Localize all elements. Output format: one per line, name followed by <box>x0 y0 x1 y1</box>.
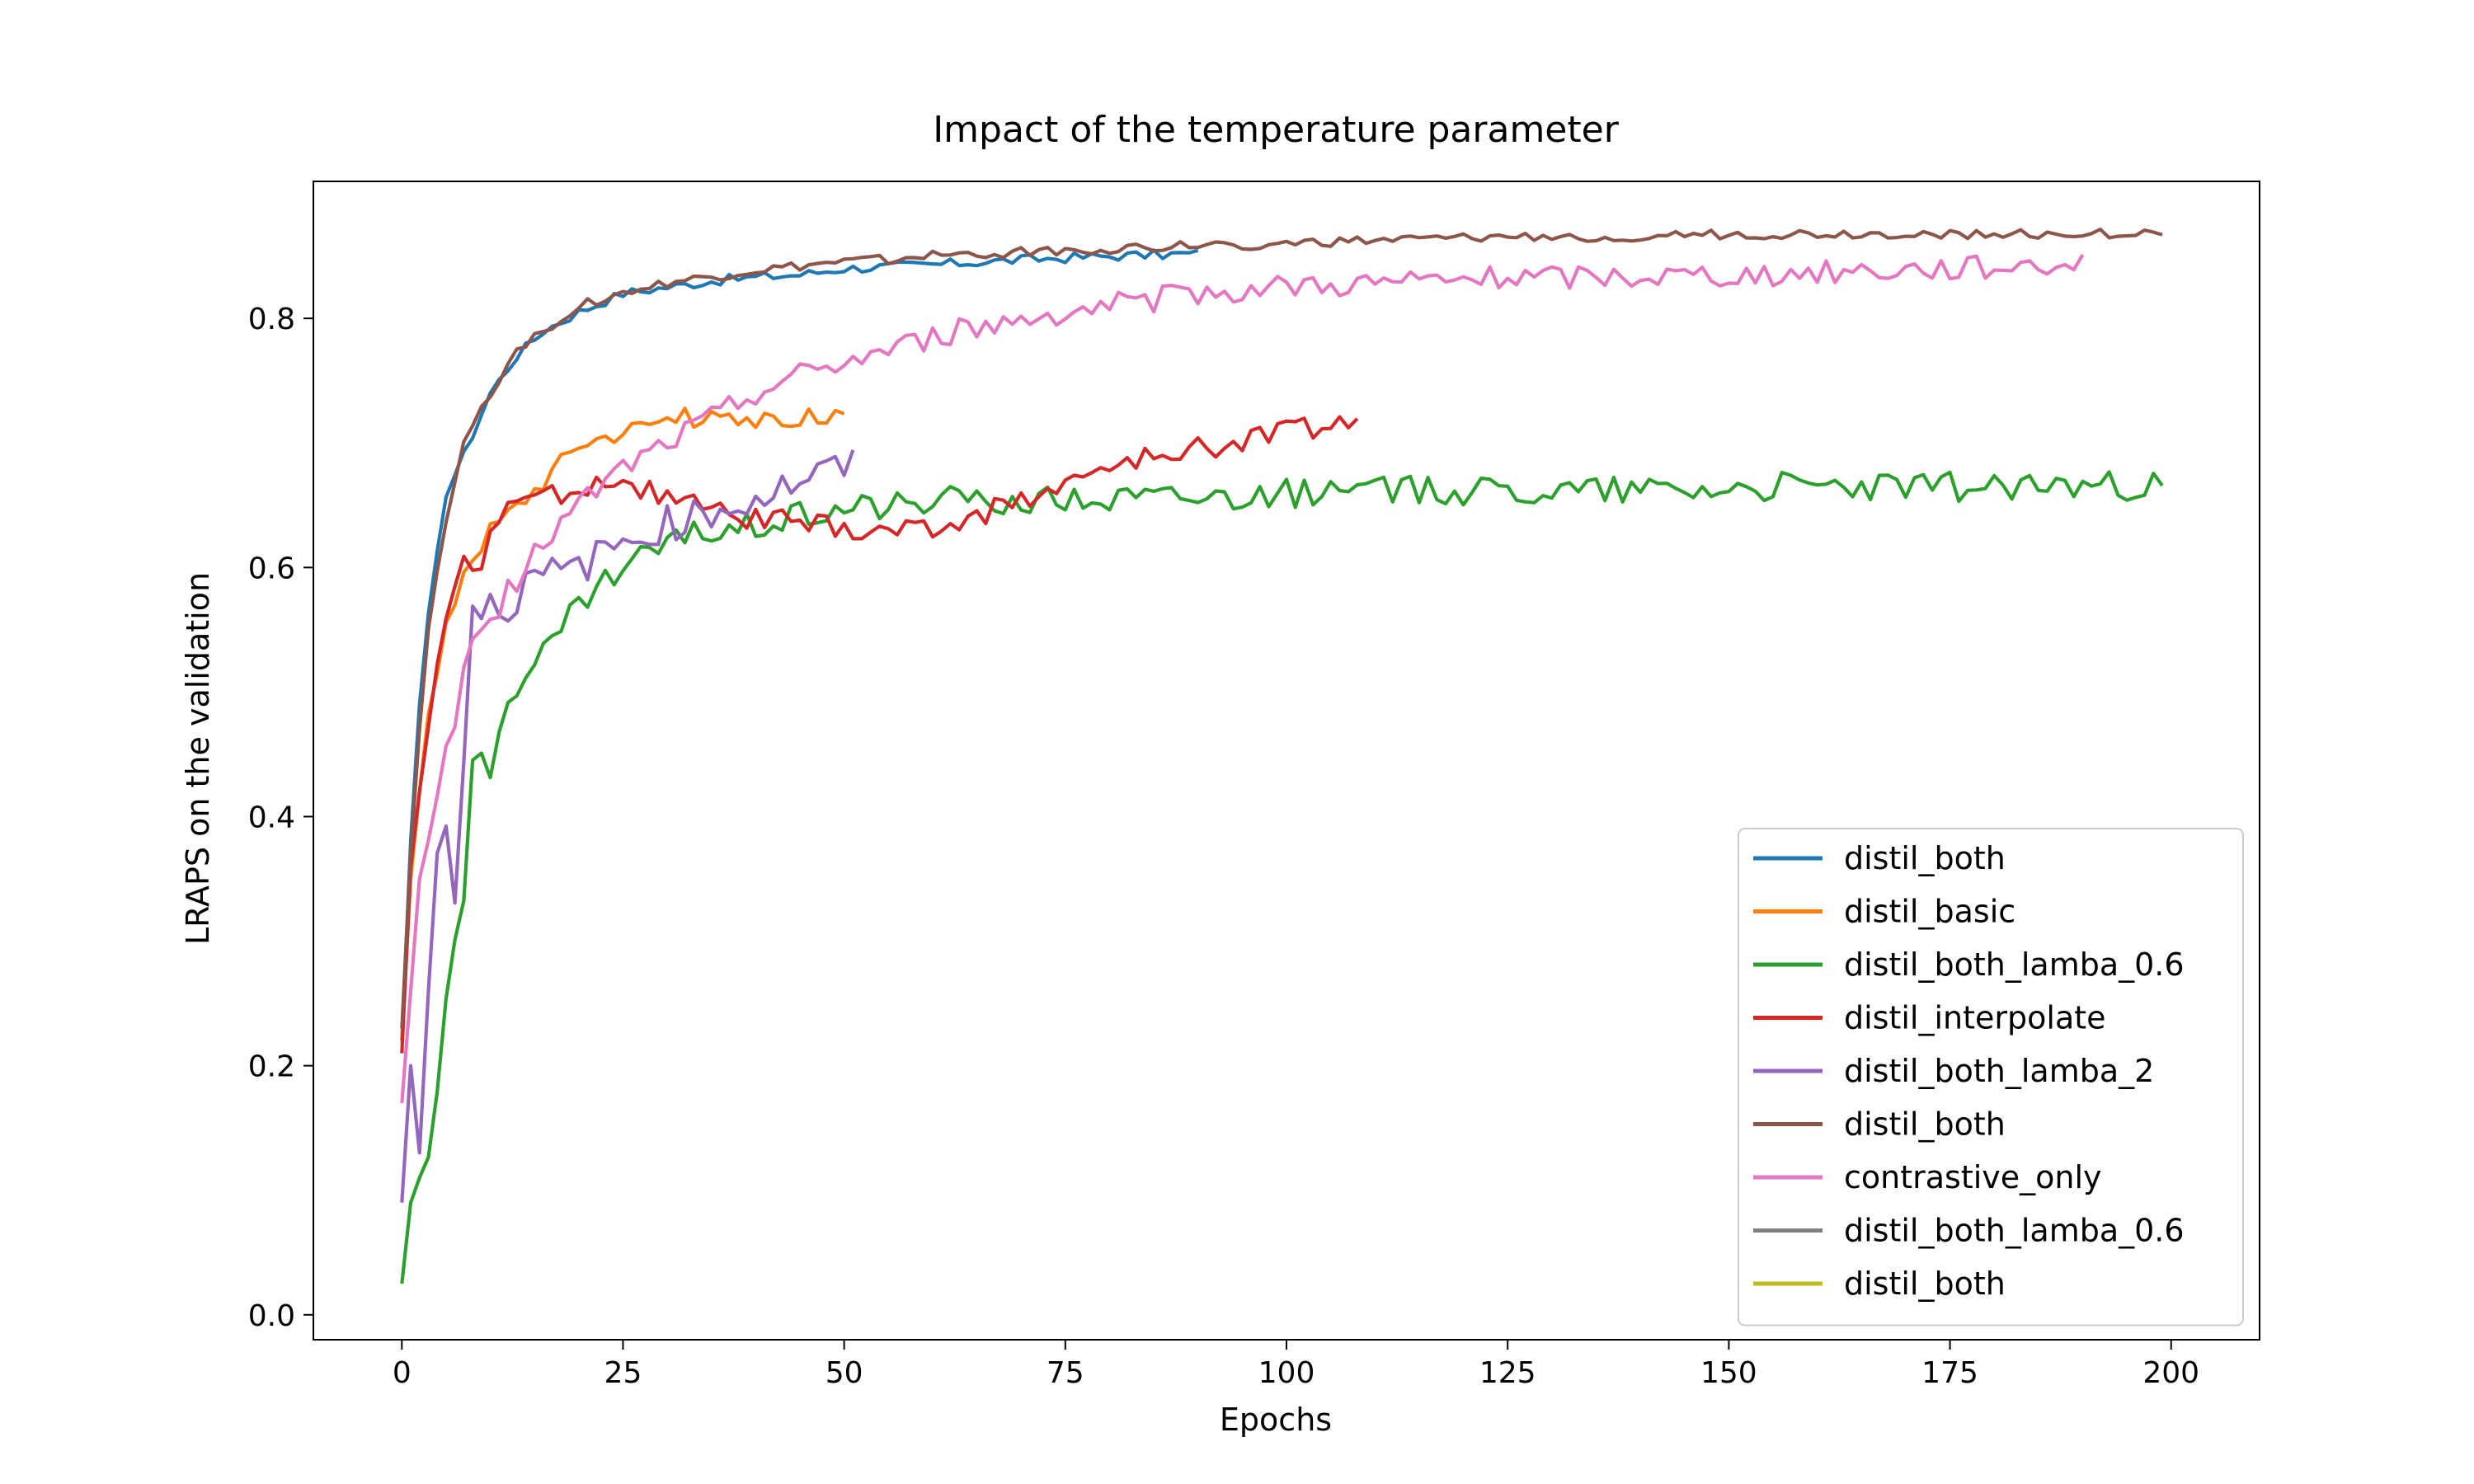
legend-label: distil_both <box>1844 840 2006 876</box>
x-tick-label: 200 <box>2142 1356 2199 1390</box>
y-axis-ticks: 0.0 0.2 0.4 0.6 0.8 <box>248 303 313 1333</box>
legend-label: distil_both_lamba_0.6 <box>1844 1213 2185 1249</box>
series-line-3 <box>400 415 1359 1054</box>
y-axis-label: LRAPS on the validation <box>180 572 216 945</box>
y-tick-label: 0.2 <box>248 1050 295 1084</box>
legend-label: contrastive_only <box>1844 1159 2102 1195</box>
series-lines <box>400 228 2164 1284</box>
series-line-6 <box>400 253 2085 1104</box>
legend-label: distil_both_lamba_2 <box>1844 1053 2154 1089</box>
y-tick-label: 0.0 <box>248 1299 295 1333</box>
legend: distil_both distil_basic distil_both_lamba… <box>1738 828 2244 1327</box>
legend-label: distil_both <box>1844 1106 2006 1143</box>
series-line-5 <box>400 228 2163 1029</box>
x-tick-label: 0 <box>393 1356 412 1390</box>
legend-label: distil_interpolate <box>1844 1000 2106 1036</box>
legend-label: distil_both <box>1844 1266 2006 1302</box>
chart-title: Impact of the temperature parameter <box>933 109 1620 151</box>
y-tick-label: 0.4 <box>248 801 295 834</box>
legend-box <box>1738 828 2244 1327</box>
y-tick-label: 0.8 <box>248 303 295 336</box>
x-axis-label: Epochs <box>1220 1402 1332 1438</box>
x-tick-label: 150 <box>1700 1356 1757 1390</box>
x-tick-label: 50 <box>825 1356 863 1390</box>
series-line-0 <box>400 248 1199 1041</box>
x-tick-label: 75 <box>1047 1356 1084 1390</box>
series-line-4 <box>400 449 855 1203</box>
series-line-1 <box>400 406 845 1041</box>
y-tick-label: 0.6 <box>248 552 295 585</box>
x-axis-ticks: 0 25 50 75 100 125 150 175 200 <box>393 1340 2199 1390</box>
legend-label: distil_basic <box>1844 894 2015 930</box>
series-line-2 <box>400 470 2164 1284</box>
x-tick-label: 175 <box>1921 1356 1978 1390</box>
x-tick-label: 125 <box>1479 1356 1536 1390</box>
x-tick-label: 100 <box>1258 1356 1315 1390</box>
x-tick-label: 25 <box>604 1356 642 1390</box>
legend-label: distil_both_lamba_0.6 <box>1844 946 2185 983</box>
